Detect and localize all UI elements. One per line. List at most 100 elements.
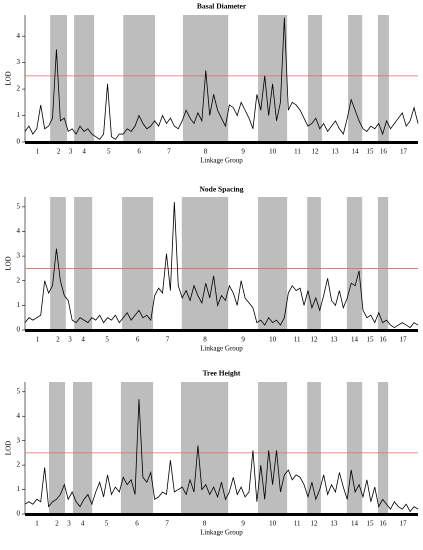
group-band — [377, 15, 389, 142]
panel-title: Basal Diameter — [197, 2, 247, 11]
x-axis-label: Linkage Group — [200, 157, 243, 165]
y-tick-label: 3 — [17, 58, 21, 66]
group-band — [258, 197, 288, 330]
group-label: 9 — [241, 520, 245, 528]
group-label: 3 — [69, 148, 73, 156]
y-tick-label: 3 — [17, 252, 21, 260]
group-band — [182, 15, 229, 142]
group-band — [48, 382, 66, 514]
group-band — [72, 382, 93, 514]
lod-line — [24, 201, 419, 329]
group-label: 10 — [269, 336, 277, 344]
y-tick-label: 1 — [17, 301, 21, 309]
y-tick-label: 4 — [17, 32, 21, 40]
group-label: 14 — [351, 336, 359, 344]
group-label: 2 — [56, 336, 60, 344]
group-label: 15 — [367, 520, 375, 528]
group-band — [346, 382, 363, 514]
marker-rug — [25, 141, 418, 144]
group-label: 12 — [311, 336, 319, 344]
group-band — [307, 197, 321, 330]
group-label: 2 — [57, 148, 61, 156]
group-label: 12 — [312, 148, 320, 156]
group-band — [123, 15, 156, 142]
group-label: 6 — [136, 336, 140, 344]
group-label: 1 — [36, 336, 40, 344]
lod-line — [24, 17, 419, 140]
panel-title: Node Spacing — [200, 185, 244, 194]
group-label: 1 — [35, 520, 39, 528]
group-label: 4 — [81, 520, 85, 528]
group-band — [258, 15, 288, 142]
group-band — [307, 382, 321, 514]
lod-line — [24, 399, 419, 513]
group-label: 8 — [203, 520, 207, 528]
y-tick-label: 2 — [17, 85, 21, 93]
y-axis-label: LOD — [5, 256, 13, 270]
group-label: 3 — [67, 520, 71, 528]
group-label: 7 — [167, 148, 171, 156]
group-label: 2 — [55, 520, 59, 528]
group-band — [377, 382, 389, 514]
y-tick-label: 5 — [17, 202, 21, 210]
panel-title: Tree Height — [203, 369, 241, 378]
group-band — [181, 382, 229, 514]
group-band — [50, 15, 68, 142]
y-tick-label: 0 — [17, 138, 21, 146]
group-label: 15 — [367, 148, 375, 156]
y-tick-label: 2 — [17, 461, 21, 469]
group-label: 7 — [165, 520, 169, 528]
group-label: 8 — [203, 336, 207, 344]
group-label: 5 — [107, 148, 111, 156]
group-label: 16 — [380, 336, 388, 344]
x-axis-label: Linkage Group — [200, 529, 243, 537]
group-band — [377, 197, 389, 330]
group-label: 8 — [204, 148, 208, 156]
group-band — [346, 197, 363, 330]
group-label: 3 — [68, 336, 72, 344]
y-tick-label: 4 — [17, 412, 21, 420]
group-label: 15 — [367, 336, 375, 344]
group-band — [74, 197, 93, 330]
y-tick-label: 4 — [17, 227, 21, 235]
group-label: 10 — [269, 520, 277, 528]
group-label: 13 — [330, 336, 338, 344]
group-label: 9 — [241, 148, 245, 156]
y-tick-label: 0 — [17, 326, 21, 334]
group-label: 4 — [81, 336, 85, 344]
group-label: 9 — [241, 336, 245, 344]
y-axis-label: LOD — [5, 441, 13, 455]
group-label: 5 — [105, 336, 109, 344]
group-label: 17 — [400, 520, 408, 528]
group-label: 13 — [332, 148, 340, 156]
group-label: 11 — [294, 148, 301, 156]
group-label: 14 — [352, 148, 360, 156]
x-axis-label: Linkage Group — [200, 345, 243, 353]
y-tick-label: 1 — [17, 111, 21, 119]
group-label: 14 — [351, 520, 359, 528]
group-label: 17 — [400, 336, 408, 344]
group-band — [181, 197, 229, 330]
group-label: 17 — [400, 148, 408, 156]
y-tick-label: 2 — [17, 276, 21, 284]
group-label: 6 — [135, 520, 139, 528]
group-label: 7 — [166, 336, 170, 344]
marker-rug — [25, 513, 418, 516]
group-label: 10 — [269, 148, 277, 156]
group-band — [122, 197, 154, 330]
group-label: 16 — [380, 520, 388, 528]
y-tick-label: 0 — [17, 510, 21, 518]
y-tick-label: 3 — [17, 436, 21, 444]
y-tick-label: 1 — [17, 485, 21, 493]
group-band — [348, 15, 363, 142]
group-label: 13 — [330, 520, 338, 528]
group-label: 11 — [294, 336, 301, 344]
group-label: 4 — [82, 148, 86, 156]
marker-rug — [25, 329, 418, 332]
group-band — [74, 15, 95, 142]
group-label: 5 — [105, 520, 109, 528]
y-tick-label: 5 — [17, 387, 21, 395]
